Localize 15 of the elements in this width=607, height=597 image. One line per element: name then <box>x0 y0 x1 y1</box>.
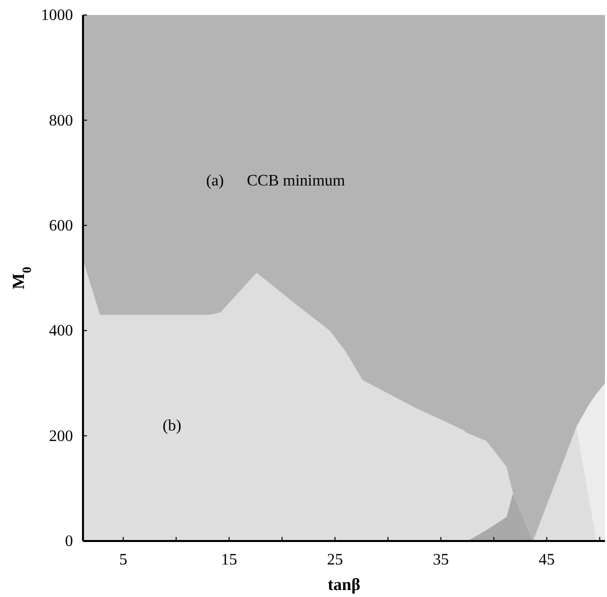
y-tick-label: 800 <box>49 112 73 130</box>
x-tick-label: 5 <box>119 551 128 568</box>
annotation: CCB minimum <box>246 172 346 190</box>
y-tick-label: 400 <box>49 322 73 340</box>
x-tick-label: 25 <box>327 551 343 568</box>
y-tick-label: 200 <box>49 428 73 445</box>
x-tick-label: 15 <box>221 551 238 568</box>
x-tick-label: 35 <box>432 551 449 568</box>
y-tick-label: 1000 <box>41 7 73 24</box>
x-axis-title: tanβ <box>328 575 360 594</box>
annotation: (a) <box>206 172 224 190</box>
y-tick-label: 0 <box>65 533 73 550</box>
x-tick-label: 45 <box>538 551 555 568</box>
y-tick-label: 600 <box>49 218 73 235</box>
annotation: (b) <box>162 418 182 435</box>
